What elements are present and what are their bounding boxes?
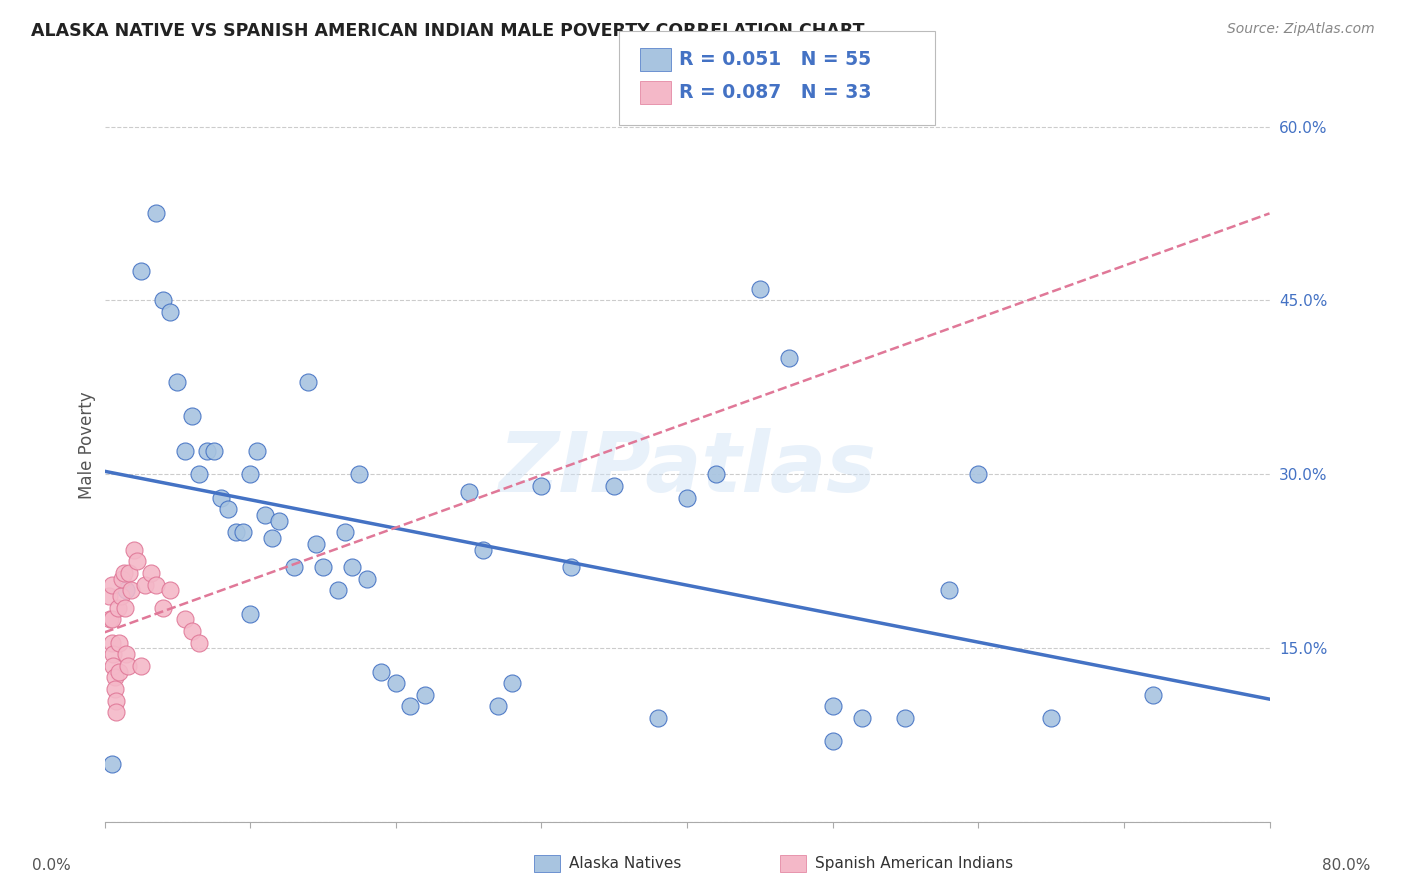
Point (239, 607, 262, 621)
Point (501, 676, 523, 690)
Point (253, 508, 276, 522)
Point (181, 624, 204, 638)
Point (967, 467, 990, 482)
Point (115, 647, 138, 661)
Point (103, 658, 125, 673)
Point (413, 688, 436, 702)
Point (225, 525, 247, 540)
Point (821, 734, 844, 748)
Point (385, 676, 408, 690)
Point (188, 635, 211, 649)
Text: R = 0.087   N = 33: R = 0.087 N = 33 (679, 83, 872, 103)
Point (340, 560, 363, 574)
Point (560, 560, 582, 574)
Point (246, 444, 269, 458)
Point (110, 589, 132, 603)
Point (129, 658, 152, 673)
Point (472, 542, 495, 557)
Point (101, 612, 124, 626)
Point (778, 351, 800, 366)
Point (101, 577, 124, 591)
Point (122, 542, 145, 557)
Point (120, 583, 142, 598)
Point (260, 531, 283, 545)
Point (356, 572, 378, 586)
Point (297, 375, 319, 389)
Point (603, 479, 626, 493)
Text: 0.0%: 0.0% (32, 858, 72, 872)
Point (349, 467, 371, 482)
Point (305, 537, 328, 551)
Text: Source: ZipAtlas.com: Source: ZipAtlas.com (1227, 22, 1375, 37)
Point (100, 612, 122, 626)
Point (125, 554, 148, 568)
Point (1142, 688, 1164, 702)
Point (894, 711, 917, 725)
Point (145, 206, 167, 220)
Point (98, 589, 121, 603)
Point (748, 282, 770, 296)
Point (118, 566, 141, 580)
Point (457, 484, 479, 499)
Text: 80.0%: 80.0% (1323, 858, 1371, 872)
Point (173, 612, 195, 626)
Point (129, 264, 152, 278)
Point (530, 479, 553, 493)
Point (283, 560, 305, 574)
Text: Alaska Natives: Alaska Natives (569, 856, 682, 871)
Point (104, 670, 127, 684)
Text: ZIPatlas: ZIPatlas (498, 427, 876, 508)
Point (141, 566, 163, 580)
Point (181, 409, 204, 424)
Point (115, 583, 138, 598)
Point (159, 305, 181, 319)
Point (269, 514, 291, 528)
Point (152, 293, 174, 308)
Point (159, 583, 181, 598)
Point (232, 525, 254, 540)
Point (370, 665, 392, 679)
Point (239, 467, 262, 482)
Point (938, 583, 960, 598)
Point (209, 491, 232, 505)
Point (217, 502, 239, 516)
Point (195, 444, 218, 458)
Point (821, 699, 844, 714)
Text: Spanish American Indians: Spanish American Indians (815, 856, 1014, 871)
Point (399, 699, 422, 714)
Point (312, 560, 335, 574)
Text: ALASKA NATIVE VS SPANISH AMERICAN INDIAN MALE POVERTY CORRELATION CHART: ALASKA NATIVE VS SPANISH AMERICAN INDIAN… (31, 22, 865, 40)
Point (117, 658, 139, 673)
Point (112, 566, 135, 580)
Point (704, 467, 727, 482)
Point (101, 635, 124, 649)
Point (486, 699, 509, 714)
Text: R = 0.051   N = 55: R = 0.051 N = 55 (679, 50, 872, 70)
Y-axis label: Male Poverty: Male Poverty (79, 392, 96, 500)
Point (1040, 711, 1063, 725)
Point (166, 375, 188, 389)
Point (202, 444, 225, 458)
Point (333, 525, 356, 540)
Point (108, 665, 131, 679)
Point (173, 444, 195, 458)
Point (134, 577, 156, 591)
Point (152, 600, 174, 615)
Point (851, 711, 873, 725)
Point (107, 600, 129, 615)
Point (188, 467, 211, 482)
Point (111, 572, 134, 586)
Point (114, 600, 136, 615)
Point (145, 577, 167, 591)
Point (105, 705, 128, 719)
Point (108, 635, 131, 649)
Point (326, 583, 349, 598)
Point (101, 757, 124, 772)
Point (105, 693, 128, 707)
Point (104, 681, 127, 696)
Point (103, 647, 125, 661)
Point (676, 491, 699, 505)
Point (647, 711, 669, 725)
